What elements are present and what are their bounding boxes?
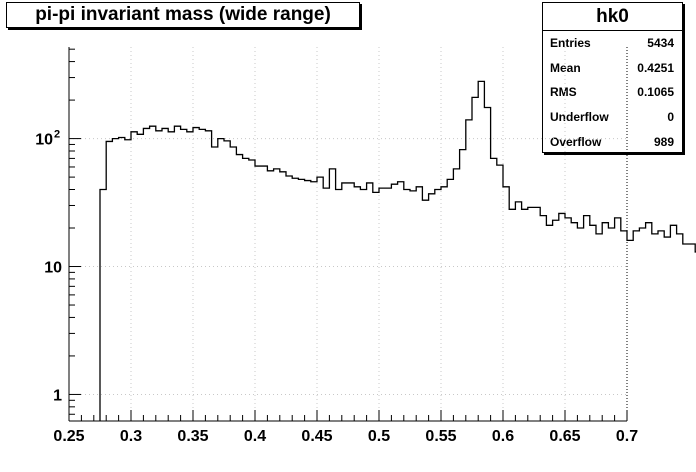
stats-value: 989: [653, 134, 674, 149]
stats-value: 0.1065: [637, 85, 674, 100]
x-tick-label: 0.4: [244, 428, 266, 445]
stats-row-overflow: Overflow 989: [543, 129, 682, 154]
x-tick-label: 0.6: [492, 428, 514, 445]
x-tick-label: 0.5: [368, 428, 390, 445]
stats-box: hk0 Entries 5434 Mean 0.4251 RMS 0.1065 …: [542, 2, 683, 153]
y-tick-label: 10: [35, 132, 53, 149]
x-tick-label: 0.45: [301, 428, 332, 445]
y-tick-label: 10: [44, 260, 62, 277]
axes-layer: 0.25 0.3 0.35 0.4 0.45 0.5 0.55 0.6 0.65 0.7 1 10 10…: [35, 47, 638, 445]
y-tick-exponent: 2: [54, 129, 60, 141]
stats-label: Entries: [550, 36, 591, 51]
histogram-line: [99, 80, 696, 421]
stats-row-entries: Entries 5434: [543, 31, 682, 56]
stats-label: Overflow: [550, 134, 602, 149]
x-tick-label: 0.65: [549, 428, 580, 445]
y-tick-label: 1: [53, 387, 62, 404]
stats-row-underflow: Underflow 0: [543, 105, 682, 130]
x-tick-label: 0.25: [53, 428, 84, 445]
stats-row-rms: RMS 0.1065: [543, 80, 682, 105]
x-tick-label: 0.35: [177, 428, 208, 445]
x-tick-label: 0.55: [425, 428, 456, 445]
x-tick-label: 0.7: [616, 428, 638, 445]
stats-value: 5434: [647, 36, 674, 51]
stats-value: 0: [667, 110, 674, 125]
grid-layer: [69, 47, 627, 421]
histogram-title: pi-pi invariant mass (wide range): [6, 2, 360, 28]
stats-histogram-name: hk0: [543, 3, 682, 31]
stats-label: Underflow: [550, 110, 609, 125]
stats-value: 0.4251: [637, 60, 674, 75]
stats-label: RMS: [550, 85, 577, 100]
x-tick-label: 0.3: [120, 428, 142, 445]
